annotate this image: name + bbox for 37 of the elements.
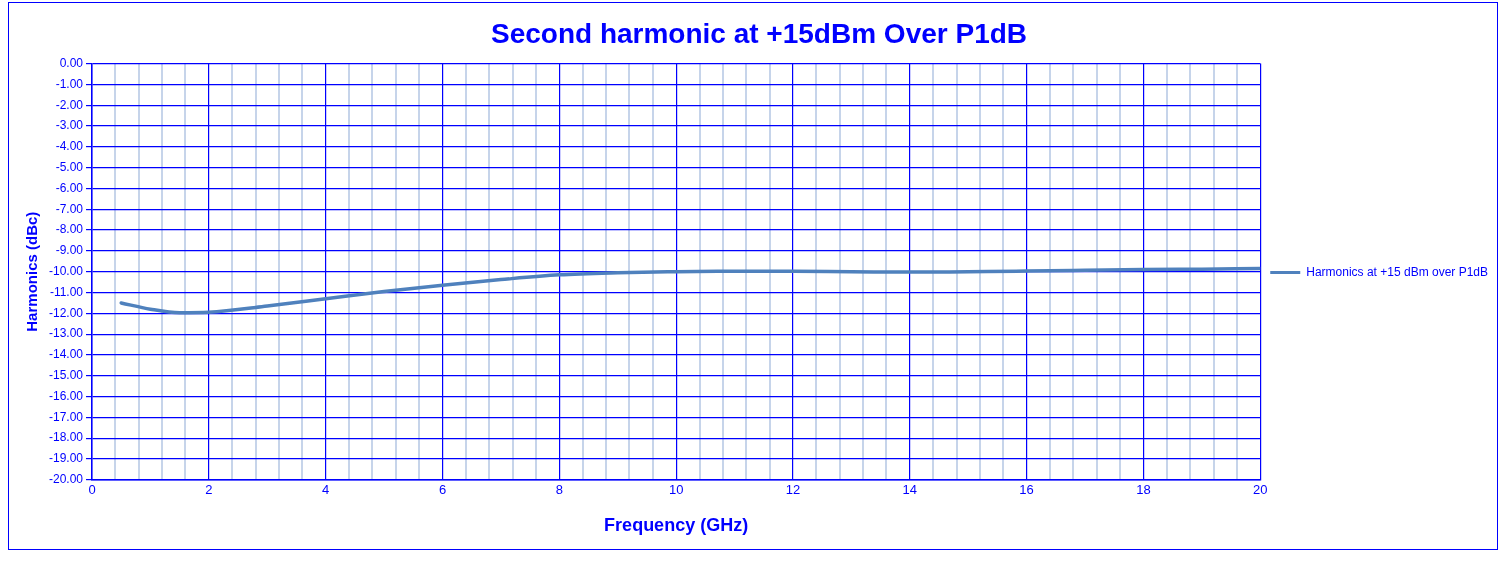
x-tick-label: 6 (438, 482, 447, 498)
y-tick-label: -8.00 (55, 222, 84, 237)
x-tick-label: 14 (902, 482, 918, 498)
y-tick-label: -20.00 (48, 472, 84, 487)
x-tick-label: 4 (322, 482, 330, 498)
x-axis-title: Frequency (GHz) (604, 515, 749, 536)
chart-title: Second harmonic at +15dBm Over P1dB (490, 17, 1028, 49)
x-tick-label: 20 (1253, 482, 1268, 498)
y-tick-label: -5.00 (55, 159, 84, 174)
y-tick-label: -10.00 (48, 264, 84, 279)
y-tick-label: -18.00 (48, 430, 84, 445)
y-tick-label: -2.00 (55, 97, 84, 112)
y-tick-label: -4.00 (55, 139, 84, 154)
y-tick-label: -15.00 (48, 368, 84, 383)
x-tick-label: 16 (1019, 482, 1034, 498)
y-tick-label: -3.00 (55, 118, 84, 133)
x-tick-label: 10 (668, 482, 684, 498)
y-tick-label: -16.00 (48, 388, 84, 403)
y-tick-label: -6.00 (55, 180, 84, 195)
y-tick-label: 0.00 (59, 55, 84, 70)
y-axis-title: Harmonics (dBc) (23, 211, 41, 332)
x-tick-label: 0 (88, 482, 96, 498)
y-tick-label: -12.00 (48, 305, 84, 320)
y-tick-label: -17.00 (48, 409, 84, 424)
y-tick-label: -1.00 (55, 76, 84, 91)
y-tick-label: -14.00 (48, 347, 84, 362)
x-tick-label: 2 (205, 482, 213, 498)
x-tick-label: 12 (785, 482, 801, 498)
x-tick-label: 8 (555, 482, 563, 498)
line-series (119, 266, 1261, 315)
y-tick-label: -13.00 (48, 326, 84, 341)
y-tick-label: -9.00 (55, 243, 84, 258)
y-tick-label: -11.00 (49, 284, 84, 299)
legend-label: Harmonics at +15 dBm over P1dB (1306, 264, 1489, 279)
y-tick-label: -19.00 (48, 451, 84, 466)
y-tick-label: -7.00 (55, 201, 84, 216)
x-tick-label: 18 (1136, 482, 1151, 498)
